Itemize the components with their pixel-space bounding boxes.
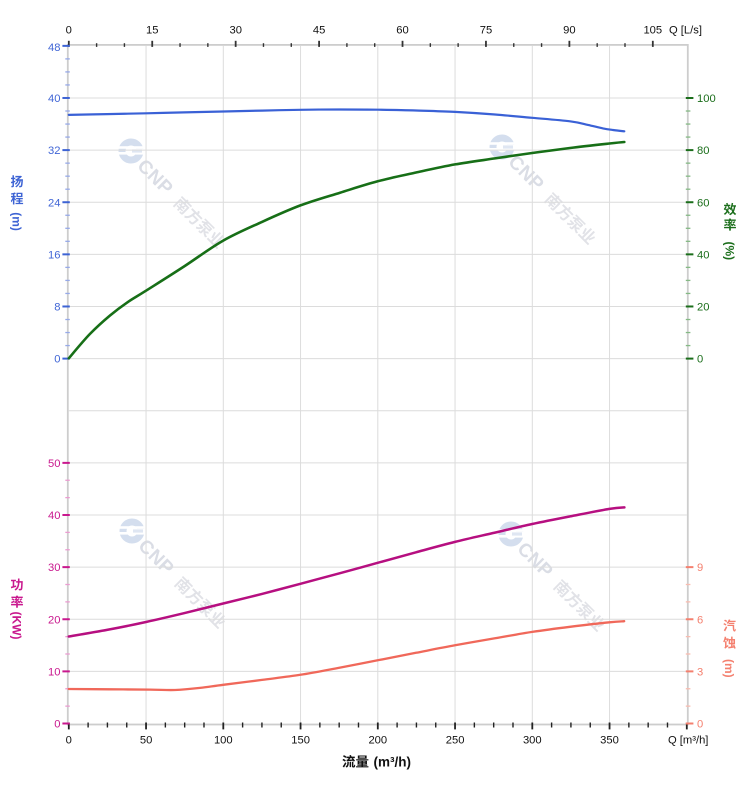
svg-text:90: 90 [563, 25, 575, 37]
svg-text:100: 100 [214, 735, 233, 747]
svg-text:(m): (m) [10, 212, 24, 231]
svg-text:100: 100 [697, 93, 716, 105]
svg-text:60: 60 [697, 197, 709, 209]
svg-text:20: 20 [48, 614, 60, 626]
svg-text:Q [L/s]: Q [L/s] [669, 25, 702, 37]
svg-text:350: 350 [600, 735, 619, 747]
svg-text:30: 30 [48, 562, 60, 574]
svg-text:24: 24 [48, 197, 60, 209]
svg-text:80: 80 [697, 145, 709, 157]
svg-text:40: 40 [48, 93, 60, 105]
svg-text:(KW): (KW) [10, 612, 24, 640]
svg-text:200: 200 [368, 735, 387, 747]
svg-text:250: 250 [446, 735, 465, 747]
svg-text:40: 40 [697, 250, 709, 262]
svg-text:0: 0 [54, 719, 60, 731]
svg-text:30: 30 [229, 25, 241, 37]
svg-text:6: 6 [697, 614, 703, 626]
svg-text:300: 300 [523, 735, 542, 747]
svg-text:(m³/h): (m³/h) [374, 755, 412, 770]
svg-text:0: 0 [697, 354, 703, 366]
svg-text:48: 48 [48, 42, 60, 54]
svg-text:45: 45 [313, 25, 325, 37]
svg-text:8: 8 [54, 302, 60, 314]
svg-text:0: 0 [54, 354, 60, 366]
svg-text:(m): (m) [722, 659, 736, 678]
svg-text:50: 50 [140, 735, 152, 747]
svg-text:75: 75 [480, 25, 492, 37]
svg-text:20: 20 [697, 302, 709, 314]
svg-text:16: 16 [48, 250, 60, 262]
svg-text:10: 10 [48, 667, 60, 679]
svg-text:0: 0 [697, 719, 703, 731]
svg-text:60: 60 [396, 25, 408, 37]
svg-text:15: 15 [146, 25, 158, 37]
svg-text:3: 3 [697, 667, 703, 679]
svg-text:(%): (%) [723, 242, 737, 261]
svg-text:50: 50 [48, 458, 60, 470]
svg-text:0: 0 [66, 735, 72, 747]
svg-text:Q [m³/h]: Q [m³/h] [668, 735, 708, 747]
svg-text:150: 150 [291, 735, 310, 747]
svg-text:9: 9 [697, 562, 703, 574]
svg-text:0: 0 [66, 25, 72, 37]
svg-text:40: 40 [48, 510, 60, 522]
svg-text:32: 32 [48, 145, 60, 157]
svg-text:105: 105 [643, 25, 662, 37]
